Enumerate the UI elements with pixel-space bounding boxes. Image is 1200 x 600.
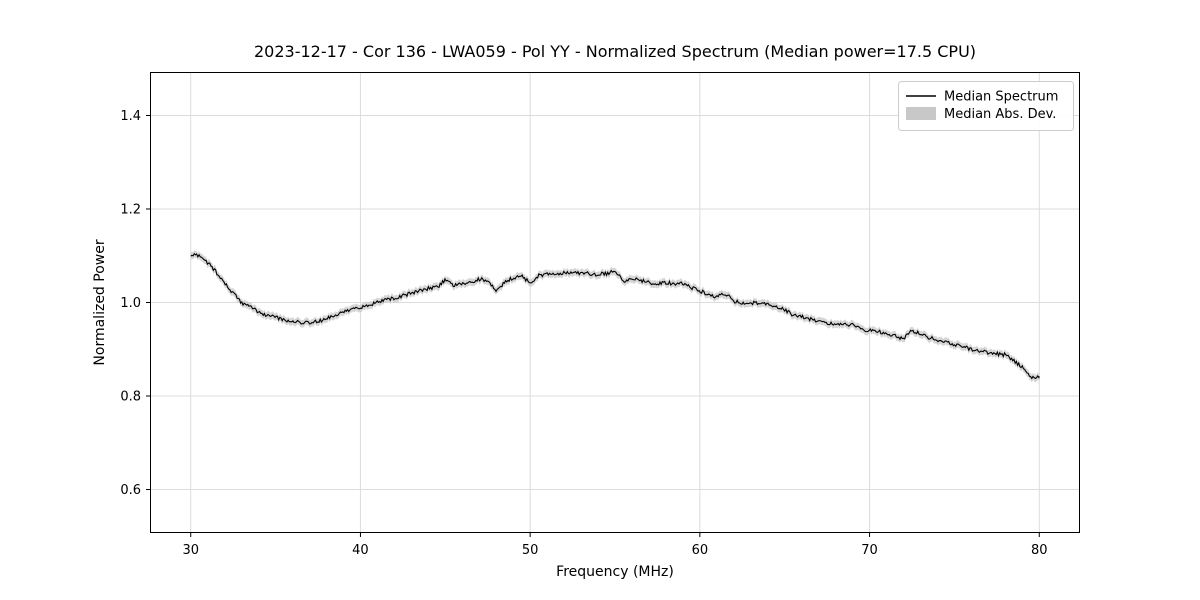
median-abs-dev-band (190, 250, 1040, 383)
median-spectrum-polyline (190, 252, 1040, 380)
x-axis-label: Frequency (MHz) (556, 564, 674, 580)
median-spectrum-line (190, 252, 1040, 380)
tick-marks-and-labels: 30 40 50 60 70 80 0.6 0.8 1.0 1.2 1.4 (120, 109, 1047, 558)
y-tick-label: 1.0 (120, 296, 141, 311)
y-axis-label: Normalized Power (92, 239, 108, 365)
legend: Median Spectrum Median Abs. Dev. (898, 81, 1074, 131)
legend-label-median-spectrum: Median Spectrum (944, 90, 1058, 105)
legend-patch-sample (906, 107, 936, 120)
grid-lines (150, 72, 1080, 533)
mad-band (190, 250, 1040, 383)
x-tick-label: 30 (182, 543, 199, 558)
y-tick-label: 0.6 (120, 483, 141, 498)
x-tick-label: 50 (522, 543, 539, 558)
y-tick-label: 1.4 (120, 109, 141, 124)
axes-border (150, 72, 1080, 533)
x-tick-label: 60 (692, 543, 709, 558)
axes-spines (150, 72, 1080, 533)
x-tick-label: 40 (352, 543, 369, 558)
x-tick-label: 80 (1031, 543, 1048, 558)
y-tick-label: 0.8 (120, 390, 141, 405)
x-tick-label: 70 (861, 543, 878, 558)
legend-box (898, 81, 1074, 131)
legend-label-median-abs-dev: Median Abs. Dev. (944, 107, 1056, 122)
chart-title: 2023-12-17 - Cor 136 - LWA059 - Pol YY -… (254, 42, 976, 61)
y-tick-label: 1.2 (120, 202, 141, 217)
